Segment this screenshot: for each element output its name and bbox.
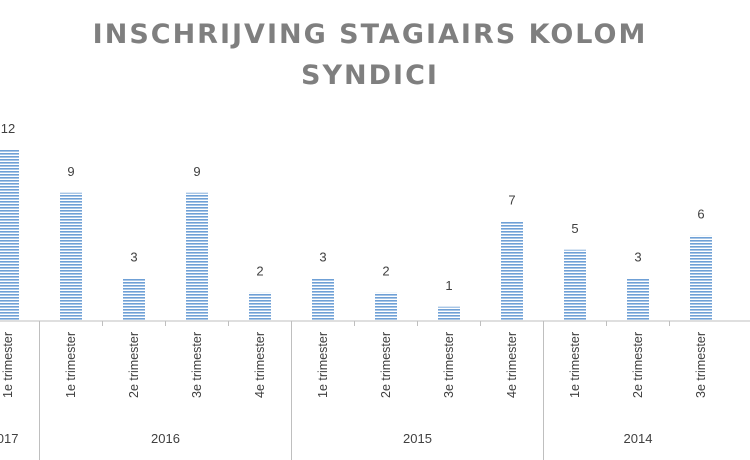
category-tick-label: 3e trimester (694, 332, 708, 398)
category-tick-label: 1e trimester (568, 332, 582, 398)
bar (627, 278, 649, 321)
data-label: 9 (67, 164, 74, 179)
chart-title: INSCHRIJVING STAGIAIRS KOLOM SYNDICI (0, 14, 740, 96)
group-label: 2016 (151, 431, 180, 446)
data-label: 2 (256, 264, 263, 279)
x-axis: 1e trimester 2017 1e trimester 2e trimester… (0, 320, 750, 460)
bar (438, 306, 460, 321)
data-label: 3 (130, 249, 137, 264)
bar (0, 150, 19, 321)
category-tick-label: 1e trimester (316, 332, 330, 398)
data-label: 2 (382, 264, 389, 279)
chart-title-line-2: SYNDICI (301, 60, 439, 91)
bar (690, 235, 712, 321)
bars-layer (0, 150, 712, 321)
bar (60, 192, 82, 321)
category-tick-label: 4e trimester (505, 332, 519, 398)
bar (123, 278, 145, 321)
data-label: 9 (193, 164, 200, 179)
group-label: 2017 (0, 431, 18, 446)
bar (375, 292, 397, 321)
group-label: 2014 (624, 431, 653, 446)
category-tick-label: 3e trimester (442, 332, 456, 398)
bar (564, 249, 586, 321)
bar (312, 278, 334, 321)
chart-title-line-1: INSCHRIJVING STAGIAIRS KOLOM (92, 19, 648, 50)
data-label: 3 (319, 249, 326, 264)
data-label: 3 (634, 249, 641, 264)
bar (249, 292, 271, 321)
bar (501, 221, 523, 321)
category-tick-label: 4e trimester (253, 332, 267, 398)
data-label: 5 (571, 221, 578, 236)
group-label: 2015 (403, 431, 432, 446)
data-labels-layer: 12 9 3 9 2 3 2 1 7 5 3 6 (1, 121, 705, 293)
category-tick-label: 1e trimester (1, 332, 15, 398)
category-tick-label: 2e trimester (631, 332, 645, 398)
category-tick-label: 2e trimester (379, 332, 393, 398)
data-label: 7 (508, 192, 515, 207)
data-label: 6 (697, 207, 704, 222)
bar (186, 192, 208, 321)
data-label: 1 (445, 278, 452, 293)
category-tick-label: 3e trimester (190, 332, 204, 398)
category-tick-label: 1e trimester (64, 332, 78, 398)
data-label: 12 (1, 121, 15, 136)
category-tick-label: 2e trimester (127, 332, 141, 398)
